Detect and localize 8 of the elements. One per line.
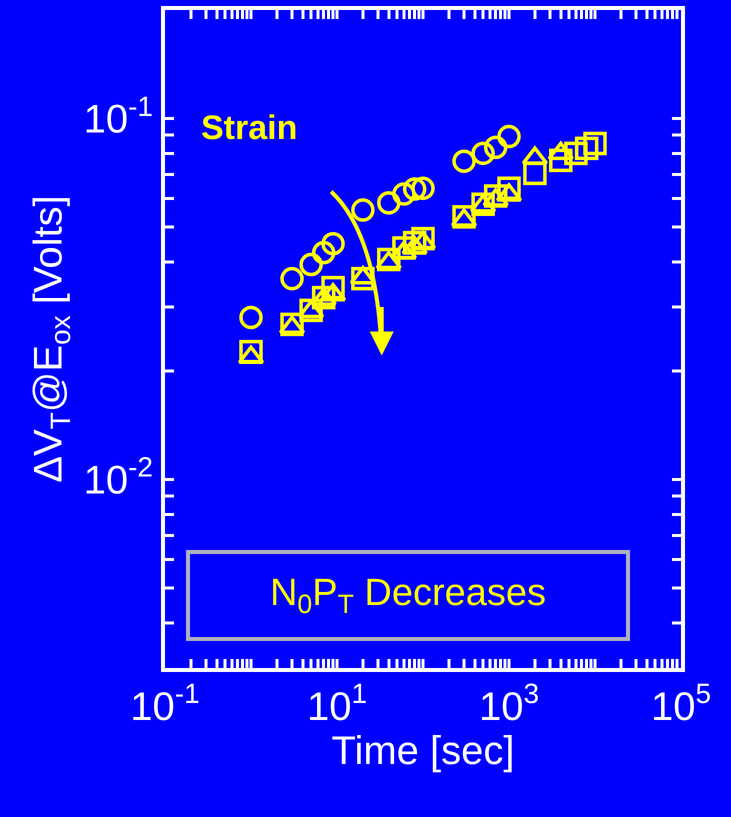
x-tick-label: 10$^{3}$ [478, 678, 540, 729]
x-tick-label: 10$^{5}$ [650, 678, 712, 729]
y-tick-label: 10$^{-2}$ [84, 452, 153, 502]
annotation: Strain [201, 109, 298, 147]
x-tick-label: 10$^{-1}$ [130, 678, 200, 729]
x-tick-label: 10$^{1}$ [306, 678, 368, 729]
x-axis-title: Time [sec] [332, 729, 514, 773]
annotation: N$_{0}$P$_{T}$ Decreases [270, 572, 546, 619]
